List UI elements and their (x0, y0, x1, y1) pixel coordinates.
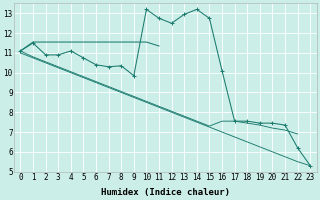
X-axis label: Humidex (Indice chaleur): Humidex (Indice chaleur) (101, 188, 230, 197)
